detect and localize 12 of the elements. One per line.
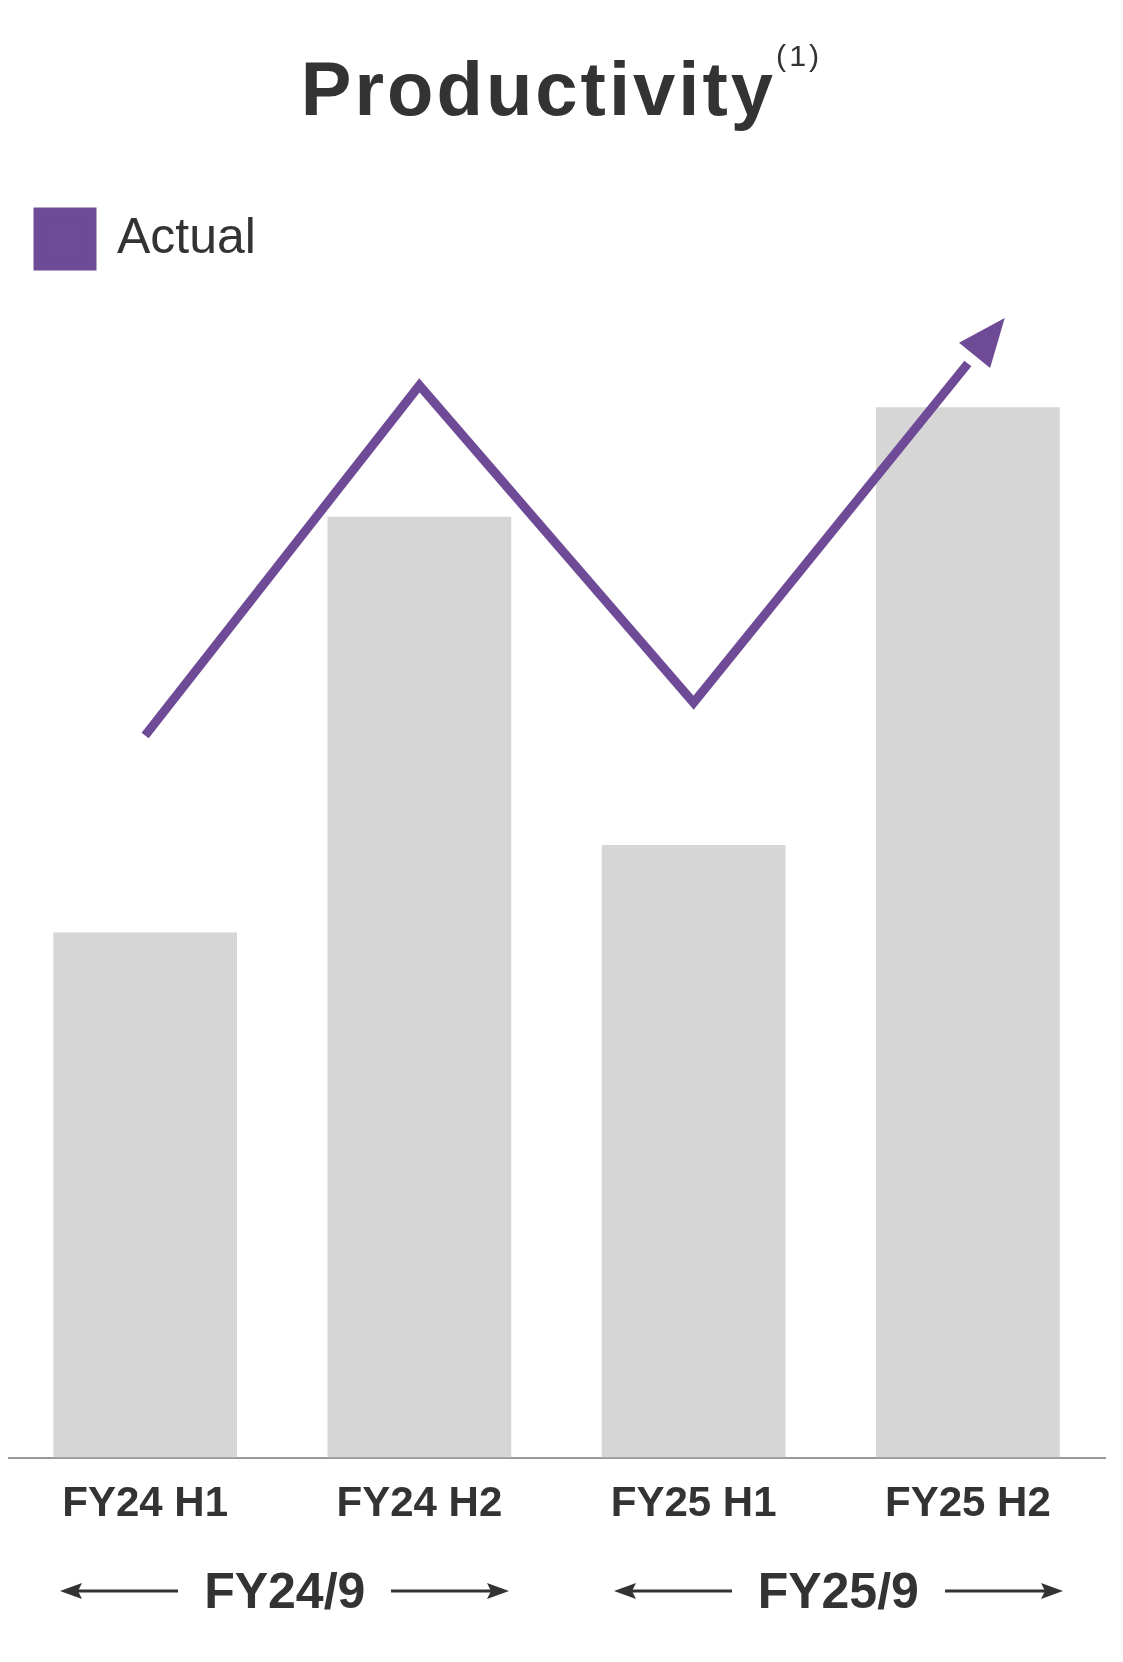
- x-tick-label: FY24 H1: [62, 1478, 228, 1525]
- text: FY24/9: [204, 1561, 366, 1620]
- text: FY25/9: [757, 1561, 919, 1620]
- x-tick-label: FY24 H2: [336, 1478, 503, 1525]
- bar: [53, 932, 237, 1458]
- bar: [876, 406, 1060, 1458]
- x-tick-label: FY25 H1: [610, 1478, 777, 1525]
- chart-title: Productivity$^{(1)}$: [299, 37, 824, 133]
- bar: [327, 516, 512, 1458]
- bar: [601, 844, 786, 1458]
- x-tick-label: FY25 H2: [885, 1478, 1051, 1525]
- legend-label: Actual: [117, 207, 256, 264]
